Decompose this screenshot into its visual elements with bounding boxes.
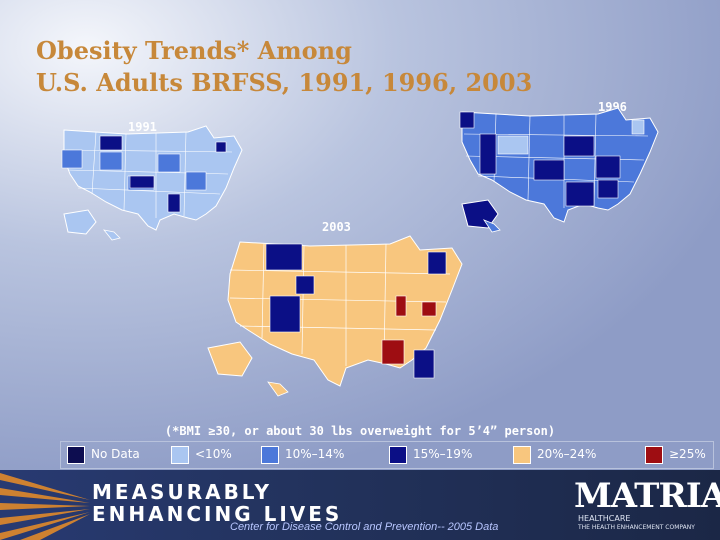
legend-label-10-14: 10%–14%: [285, 447, 345, 461]
legend-swatch-under-10: [171, 446, 189, 464]
legend-label-under-10: <10%: [195, 447, 232, 461]
bmi-footnote: (*BMI ≥30, or about 30 lbs overweight fo…: [164, 424, 556, 438]
legend-swatch-20-24: [513, 446, 531, 464]
us-map-1991: [61, 125, 243, 241]
banner-slogan-line2: ENHANCING LIVES: [92, 502, 343, 526]
us-map-1996: [459, 107, 659, 233]
data-source-caption: Center for Disease Control and Preventio…: [230, 521, 499, 533]
map-year-label-1991: 1991: [128, 120, 157, 134]
matria-logo: MATRIA: [574, 476, 720, 516]
logo-tagline: THE HEALTH ENHANCEMENT COMPANY: [578, 524, 695, 531]
legend-swatch-no-data: [67, 446, 85, 464]
legend-label-25-plus: ≥25%: [669, 447, 706, 461]
slide-title-line1: Obesity Trends* Among: [36, 36, 352, 65]
legend-swatch-25-plus: [645, 446, 663, 464]
legend-label-20-24: 20%–24%: [537, 447, 597, 461]
legend-label-15-19: 15%–19%: [413, 447, 473, 461]
map-legend: No Data <10% 10%–14% 15%–19% 20%–24% ≥25…: [60, 441, 714, 469]
banner-slogan-line1: MEASURABLY: [92, 480, 272, 504]
legend-swatch-10-14: [261, 446, 279, 464]
legend-label-no-data: No Data: [91, 447, 140, 461]
legend-swatch-15-19: [389, 446, 407, 464]
us-map-2003: [207, 235, 463, 397]
map-year-label-2003: 2003: [322, 220, 351, 234]
logo-subtitle: HEALTHCARE: [578, 514, 631, 523]
slide-title-line2: U.S. Adults BRFSS, 1991, 1996, 2003: [36, 68, 533, 97]
